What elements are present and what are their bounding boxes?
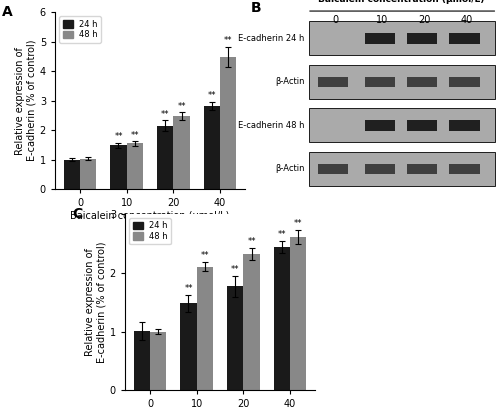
- Text: **: **: [231, 265, 239, 274]
- Bar: [64, 159, 80, 189]
- Bar: [407, 164, 438, 174]
- Legend: 24 h, 48 h: 24 h, 48 h: [129, 218, 171, 244]
- Text: **: **: [248, 237, 256, 246]
- Bar: [310, 109, 495, 143]
- Bar: [364, 120, 395, 131]
- X-axis label: Baicalein concentration (μmol/L): Baicalein concentration (μmol/L): [70, 211, 230, 221]
- Text: **: **: [178, 102, 186, 111]
- Bar: [407, 33, 438, 44]
- Y-axis label: Relative expression of
E-cadherin (% of control): Relative expression of E-cadherin (% of …: [86, 241, 107, 363]
- Bar: [204, 106, 220, 189]
- Text: β-Actin: β-Actin: [275, 77, 304, 86]
- Text: **: **: [208, 91, 216, 100]
- Bar: [407, 77, 438, 87]
- Bar: [310, 152, 495, 186]
- Text: E-cadherin 48 h: E-cadherin 48 h: [238, 121, 304, 130]
- Bar: [364, 77, 395, 87]
- Text: C: C: [72, 207, 82, 221]
- Text: B: B: [250, 1, 261, 15]
- Bar: [110, 145, 126, 189]
- Legend: 24 h, 48 h: 24 h, 48 h: [59, 16, 101, 43]
- Bar: [80, 159, 96, 189]
- Text: β-Actin: β-Actin: [275, 164, 304, 173]
- Bar: [134, 331, 150, 390]
- Bar: [310, 65, 495, 99]
- Bar: [157, 126, 174, 189]
- Text: **: **: [114, 132, 122, 141]
- Bar: [196, 267, 213, 390]
- Bar: [407, 120, 438, 131]
- Bar: [174, 116, 190, 189]
- Text: E-cadherin 24 h: E-cadherin 24 h: [238, 34, 304, 43]
- Bar: [449, 120, 480, 131]
- Text: 10: 10: [376, 15, 388, 25]
- Text: 20: 20: [418, 15, 430, 25]
- Bar: [310, 21, 495, 55]
- Bar: [449, 164, 480, 174]
- Bar: [244, 254, 260, 390]
- Text: **: **: [294, 219, 302, 229]
- Bar: [126, 143, 143, 189]
- Y-axis label: Relative expression of
E-cadherin (% of control): Relative expression of E-cadherin (% of …: [16, 40, 37, 162]
- Text: A: A: [2, 5, 12, 19]
- Bar: [364, 33, 395, 44]
- Bar: [180, 303, 196, 390]
- Bar: [318, 164, 348, 174]
- Text: **: **: [224, 36, 232, 45]
- Text: **: **: [200, 251, 209, 260]
- Bar: [318, 77, 348, 87]
- Bar: [449, 77, 480, 87]
- Bar: [227, 286, 244, 390]
- Bar: [220, 57, 236, 189]
- Bar: [150, 332, 166, 390]
- Text: **: **: [278, 230, 286, 239]
- Bar: [364, 164, 395, 174]
- Text: **: **: [184, 284, 192, 293]
- Text: 40: 40: [460, 15, 473, 25]
- Bar: [290, 237, 306, 390]
- Text: **: **: [161, 110, 170, 119]
- Text: **: **: [130, 131, 139, 140]
- Bar: [274, 247, 290, 390]
- Text: Baicalein concentration (μmol/L): Baicalein concentration (μmol/L): [318, 0, 484, 5]
- Bar: [449, 33, 480, 44]
- Text: 0: 0: [332, 15, 338, 25]
